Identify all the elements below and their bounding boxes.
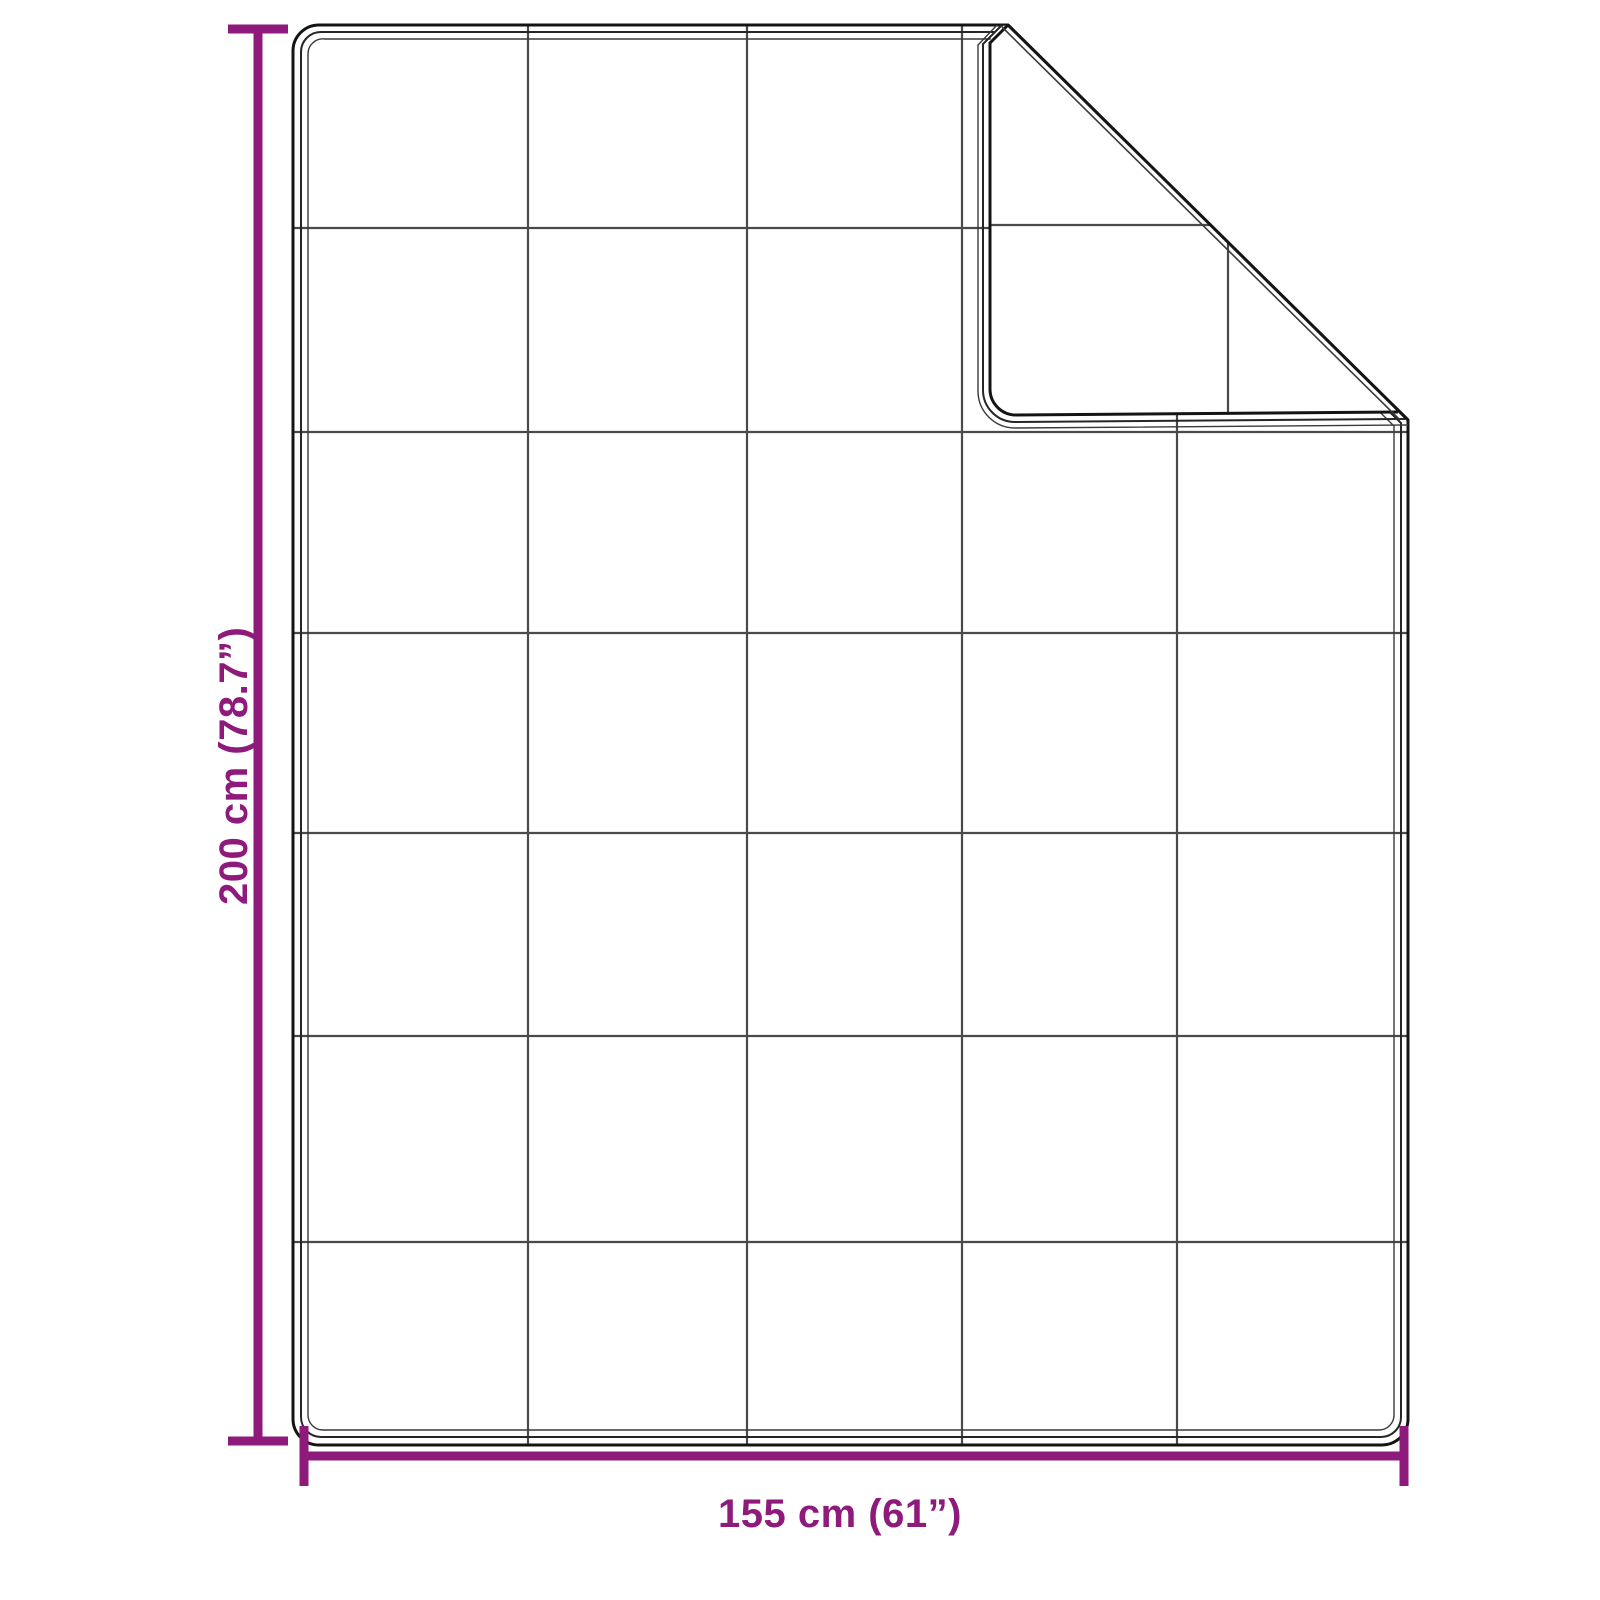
flap-outer-hem [988, 23, 1399, 417]
blanket-body [291, 23, 1410, 1447]
blanket-body-fill [293, 25, 1408, 1445]
blanket-inner-hem [299, 30, 1402, 1438]
width-dimension-label: 155 cm (61”) [718, 1492, 962, 1536]
dimension-lines [228, 24, 1409, 1486]
blanket-hem-stitch [307, 38, 1395, 1431]
quilting-grid [293, 25, 1408, 1445]
height-dimension-label: 200 cm (78.7”) [212, 626, 256, 905]
folded-corner-flap [977, 23, 1410, 429]
fold-diagonal-edge [1006, 23, 1410, 422]
flap-inner-hem [982, 24, 1406, 424]
fold-diagonal-stitch [1001, 26, 1401, 421]
flap-hem-stitch [977, 24, 1409, 429]
